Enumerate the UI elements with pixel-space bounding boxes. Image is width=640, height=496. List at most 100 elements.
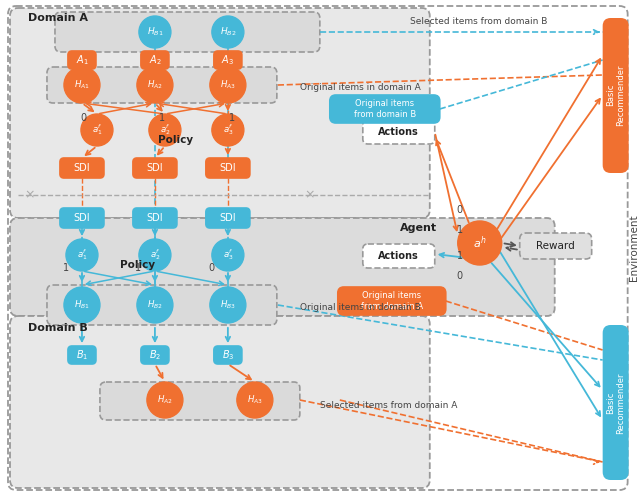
Text: 0: 0 [80, 113, 86, 123]
Circle shape [64, 287, 100, 323]
Text: $H_{B2}$: $H_{B2}$ [147, 299, 163, 311]
Text: Original items in domain B: Original items in domain B [300, 303, 420, 311]
Text: $H_{B1}$: $H_{B1}$ [147, 26, 163, 38]
Circle shape [210, 287, 246, 323]
Circle shape [458, 221, 502, 265]
Circle shape [66, 239, 98, 271]
FancyBboxPatch shape [60, 208, 104, 228]
FancyBboxPatch shape [141, 346, 169, 364]
Text: 1: 1 [457, 251, 463, 261]
Text: Reward: Reward [536, 241, 575, 251]
Text: 0: 0 [457, 205, 463, 215]
FancyBboxPatch shape [338, 287, 445, 315]
Text: $a_2^f$: $a_2^f$ [159, 123, 170, 137]
FancyBboxPatch shape [214, 346, 242, 364]
Text: SDI: SDI [74, 163, 90, 173]
FancyBboxPatch shape [603, 18, 628, 173]
Text: $H_{B1}$: $H_{B1}$ [74, 299, 90, 311]
Text: $H_{B2}$: $H_{B2}$ [220, 26, 236, 38]
Text: Original items
from domain B: Original items from domain B [354, 99, 416, 119]
Text: SDI: SDI [220, 163, 236, 173]
FancyBboxPatch shape [206, 208, 250, 228]
Text: $a_3^f$: $a_3^f$ [223, 248, 233, 262]
Circle shape [149, 114, 181, 146]
FancyBboxPatch shape [68, 51, 96, 69]
Text: 1: 1 [159, 113, 165, 123]
Text: 0: 0 [457, 271, 463, 281]
FancyBboxPatch shape [603, 325, 628, 480]
Text: $B_3$: $B_3$ [221, 348, 234, 362]
Text: Selected items from domain A: Selected items from domain A [320, 400, 457, 410]
FancyBboxPatch shape [520, 233, 591, 259]
Text: $a^h$: $a^h$ [473, 235, 486, 251]
FancyBboxPatch shape [100, 382, 300, 420]
Text: Actions: Actions [378, 127, 419, 137]
Circle shape [210, 67, 246, 103]
Text: $A_3$: $A_3$ [221, 53, 234, 67]
FancyBboxPatch shape [214, 51, 242, 69]
FancyBboxPatch shape [133, 208, 177, 228]
Text: $H_{A3}$: $H_{A3}$ [247, 394, 263, 406]
Text: ×: × [305, 188, 315, 201]
Text: $H_{B3}$: $H_{B3}$ [220, 299, 236, 311]
Text: 0: 0 [209, 263, 215, 273]
Text: 1: 1 [63, 263, 69, 273]
FancyBboxPatch shape [68, 346, 96, 364]
Text: SDI: SDI [147, 213, 163, 223]
Text: 1: 1 [457, 225, 463, 235]
Circle shape [139, 239, 171, 271]
FancyBboxPatch shape [330, 95, 440, 123]
Circle shape [212, 16, 244, 48]
Text: $a_1^f$: $a_1^f$ [77, 248, 87, 262]
Circle shape [64, 67, 100, 103]
Circle shape [81, 114, 113, 146]
Text: $H_{A2}$: $H_{A2}$ [147, 79, 163, 91]
Text: Environment: Environment [628, 215, 639, 281]
Text: $a_1^f$: $a_1^f$ [92, 123, 102, 137]
FancyBboxPatch shape [47, 285, 277, 325]
Text: SDI: SDI [74, 213, 90, 223]
FancyBboxPatch shape [10, 218, 555, 316]
Text: $A_1$: $A_1$ [76, 53, 88, 67]
FancyBboxPatch shape [10, 316, 430, 488]
Text: $H_{A3}$: $H_{A3}$ [220, 79, 236, 91]
Text: $H_{A1}$: $H_{A1}$ [74, 79, 90, 91]
Text: $B_2$: $B_2$ [148, 348, 161, 362]
Text: Basic
Recommender: Basic Recommender [606, 64, 625, 126]
Text: SDI: SDI [147, 163, 163, 173]
FancyBboxPatch shape [60, 158, 104, 178]
Text: $A_2$: $A_2$ [148, 53, 161, 67]
Text: Original items
from domain A: Original items from domain A [361, 291, 423, 310]
Text: $H_{A2}$: $H_{A2}$ [157, 394, 173, 406]
Text: Agent: Agent [400, 223, 437, 233]
Circle shape [139, 16, 171, 48]
Text: Policy: Policy [158, 135, 193, 145]
Circle shape [137, 67, 173, 103]
Text: Policy: Policy [120, 260, 155, 270]
Text: Selected items from domain B: Selected items from domain B [410, 17, 547, 26]
Text: 1: 1 [229, 113, 235, 123]
Text: Domain A: Domain A [28, 13, 88, 23]
Text: Actions: Actions [378, 251, 419, 261]
FancyBboxPatch shape [10, 8, 430, 218]
FancyBboxPatch shape [55, 12, 320, 52]
Circle shape [212, 239, 244, 271]
FancyBboxPatch shape [363, 120, 435, 144]
Text: $B_1$: $B_1$ [76, 348, 88, 362]
Text: Basic
Recommender: Basic Recommender [606, 372, 625, 434]
FancyBboxPatch shape [206, 158, 250, 178]
Text: ×: × [25, 188, 35, 201]
Text: Domain B: Domain B [28, 323, 88, 333]
FancyBboxPatch shape [47, 67, 277, 103]
Text: Original items in domain A: Original items in domain A [300, 82, 420, 91]
Text: 1: 1 [135, 263, 141, 273]
Circle shape [212, 114, 244, 146]
Text: SDI: SDI [220, 213, 236, 223]
FancyBboxPatch shape [141, 51, 169, 69]
Circle shape [147, 382, 183, 418]
Circle shape [237, 382, 273, 418]
Circle shape [137, 287, 173, 323]
FancyBboxPatch shape [363, 244, 435, 268]
Text: $a_3^f$: $a_3^f$ [223, 123, 233, 137]
FancyBboxPatch shape [133, 158, 177, 178]
